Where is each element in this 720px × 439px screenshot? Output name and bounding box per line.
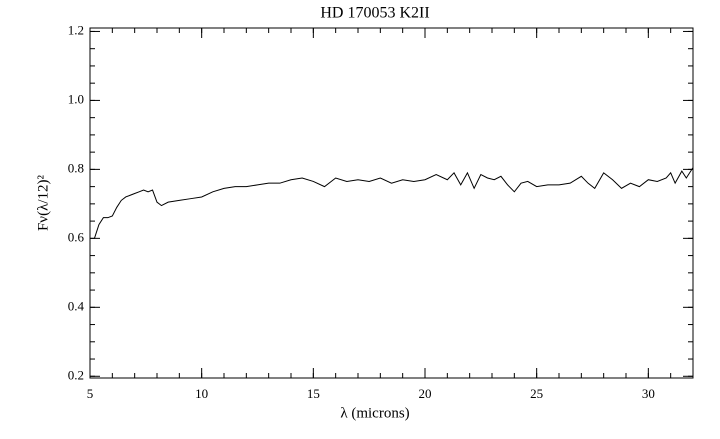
y-tick-label: 1.2 [68,22,84,37]
x-axis-label: λ (microns) [340,405,409,421]
x-tick-label: 25 [530,386,543,401]
spectrum-line [93,167,694,239]
y-axis-label: Fν(λ/12)² [35,174,51,231]
y-tick-label: 0.4 [68,298,85,313]
x-tick-label: 30 [642,386,655,401]
y-tick-label: 1.0 [68,91,84,106]
y-tick-label: 0.6 [68,229,85,244]
x-tick-label: 20 [419,386,432,401]
plot-frame [89,27,694,379]
x-tick-label: 10 [195,386,208,401]
x-tick-label: 5 [87,386,94,401]
y-tick-label: 0.8 [68,160,84,175]
y-tick-label: 0.2 [68,367,84,382]
x-tick-label: 15 [307,386,320,401]
chart-title: HD 170053 K2II [320,5,429,22]
